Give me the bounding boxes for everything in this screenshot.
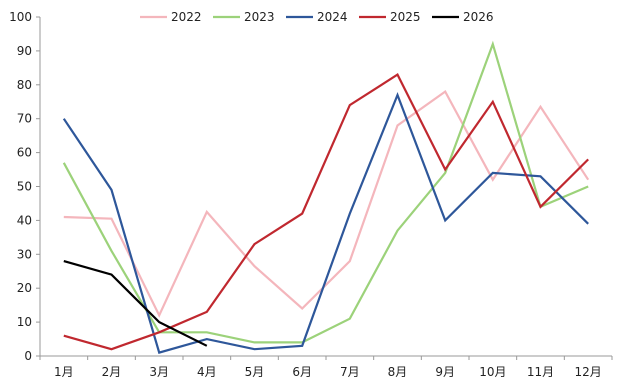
y-tick-label: 40 (17, 213, 32, 227)
legend-label: 2025 (390, 10, 421, 24)
y-tick-label: 20 (17, 281, 32, 295)
y-tick-label: 70 (17, 112, 32, 126)
series-layer (62, 40, 590, 354)
y-tick-label: 100 (9, 10, 32, 24)
series-line-2022 (63, 89, 590, 318)
legend-label: 2022 (171, 10, 202, 24)
x-tick-label: 6月 (292, 365, 312, 379)
legend: 2022 2023 2024 2025 2026 (140, 10, 494, 24)
x-tick-label: 8月 (388, 365, 408, 379)
y-tick-label: 0 (24, 349, 32, 363)
series-line-2024 (62, 91, 589, 354)
y-tick-label: 10 (17, 315, 32, 329)
x-tick-label: 5月 (245, 365, 265, 379)
y-tick-label: 80 (17, 78, 32, 92)
x-tick-label: 11月 (527, 365, 554, 379)
x-tick-label: 7月 (340, 365, 360, 379)
axes: 0 10 20 30 40 50 60 70 80 90 100 1月 2月 3月 4月 5月 6月 7月 8月 9月… (9, 10, 613, 379)
x-tick-label: 4月 (197, 365, 217, 379)
legend-label: 2026 (463, 10, 494, 24)
y-tick-label: 60 (17, 146, 32, 160)
y-tick-label: 30 (17, 247, 32, 261)
series-line-2025 (63, 73, 589, 351)
y-tick-label: 50 (17, 180, 32, 194)
legend-label: 2023 (244, 10, 275, 24)
x-tick-label: 12月 (575, 365, 602, 379)
legend-label: 2024 (317, 10, 348, 24)
series-line-2023 (62, 40, 589, 344)
x-tick-label: 2月 (102, 365, 122, 379)
x-tick-label: 10月 (479, 365, 506, 379)
x-tick-label: 3月 (149, 365, 169, 379)
series-line-2026 (63, 260, 208, 347)
x-tick-label: 1月 (54, 365, 74, 379)
x-tick-label: 9月 (435, 365, 455, 379)
y-tick-label: 90 (17, 44, 32, 58)
